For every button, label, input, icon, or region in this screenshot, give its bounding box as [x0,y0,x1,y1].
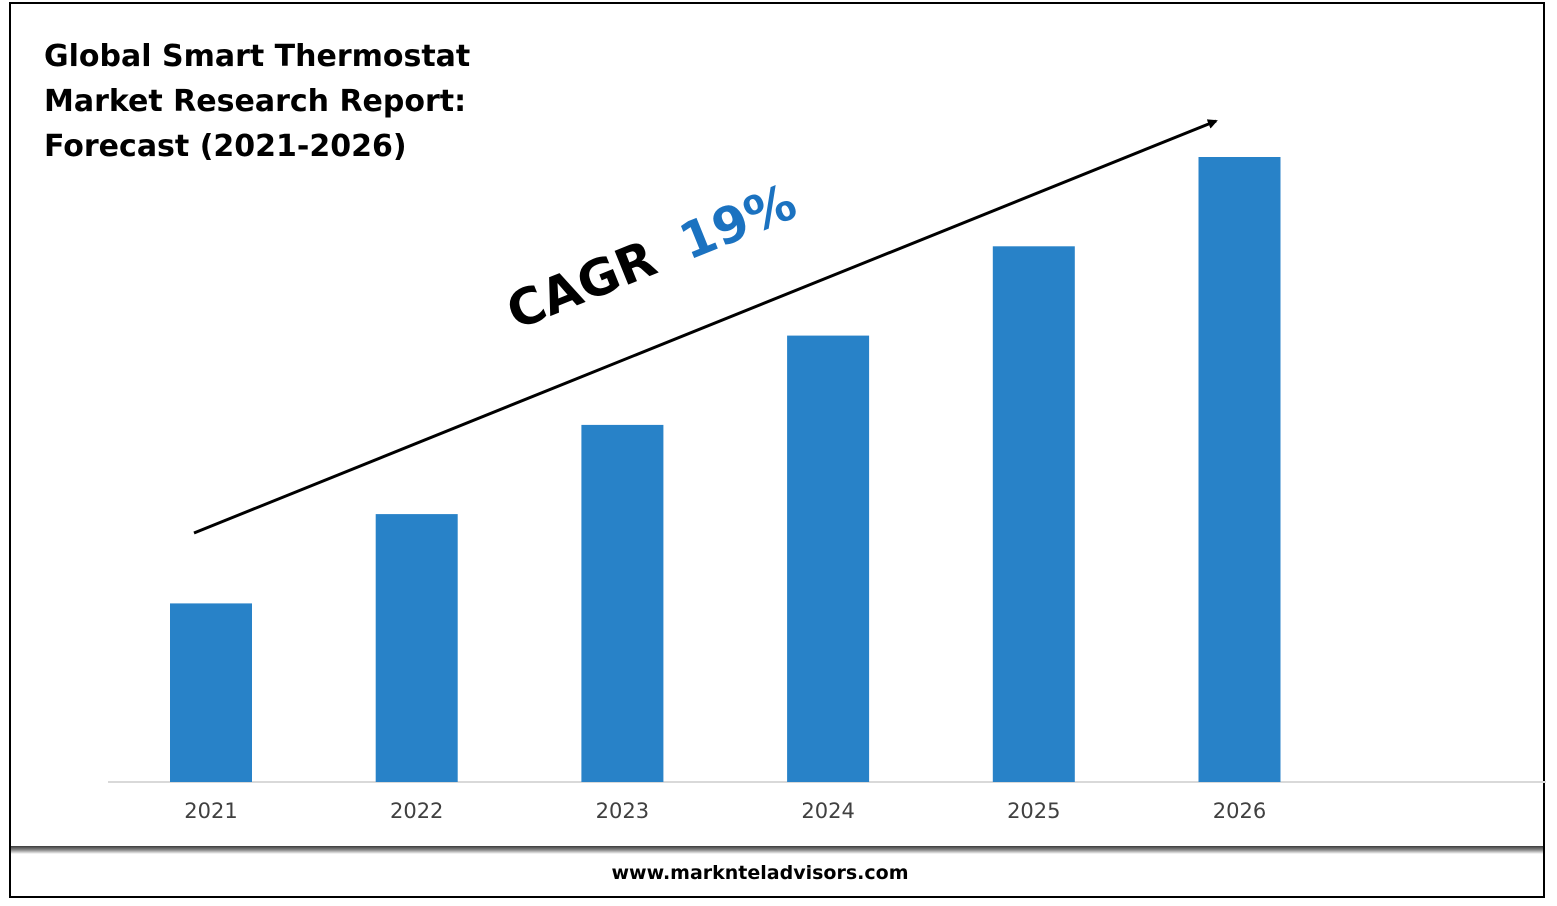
title-line-3: Forecast (2021-2026) [44,129,407,164]
bar-2023 [581,424,664,782]
chart-title: Global Smart Thermostat Market Research … [44,34,564,169]
bar-2024 [787,335,870,782]
x-tick-2023: 2023 [596,799,649,823]
bar-2025 [992,246,1075,783]
cagr-annotation: CAGR 19% [499,173,804,341]
footer-divider [11,846,1543,854]
x-tick-2021: 2021 [184,799,237,823]
x-tick-2026: 2026 [1213,799,1266,823]
bars-group [170,157,1281,783]
cagr-value: 19% [672,173,805,272]
footer-url: www.marknteladvisors.com [611,862,909,884]
cagr-label: CAGR [499,229,664,341]
x-tick-2025: 2025 [1007,799,1060,823]
bar-2026 [1198,157,1281,782]
x-tick-2022: 2022 [390,799,443,823]
trend-arrow [193,119,1218,535]
chart-frame [9,2,1545,898]
x-tick-labels: 2021 2022 2023 2024 2025 2026 [184,799,1266,823]
x-tick-2024: 2024 [801,799,854,823]
title-line-1: Global Smart Thermostat [44,39,471,74]
bar-2022 [375,514,458,782]
bar-2021 [170,603,252,782]
title-line-2: Market Research Report: [44,84,467,119]
